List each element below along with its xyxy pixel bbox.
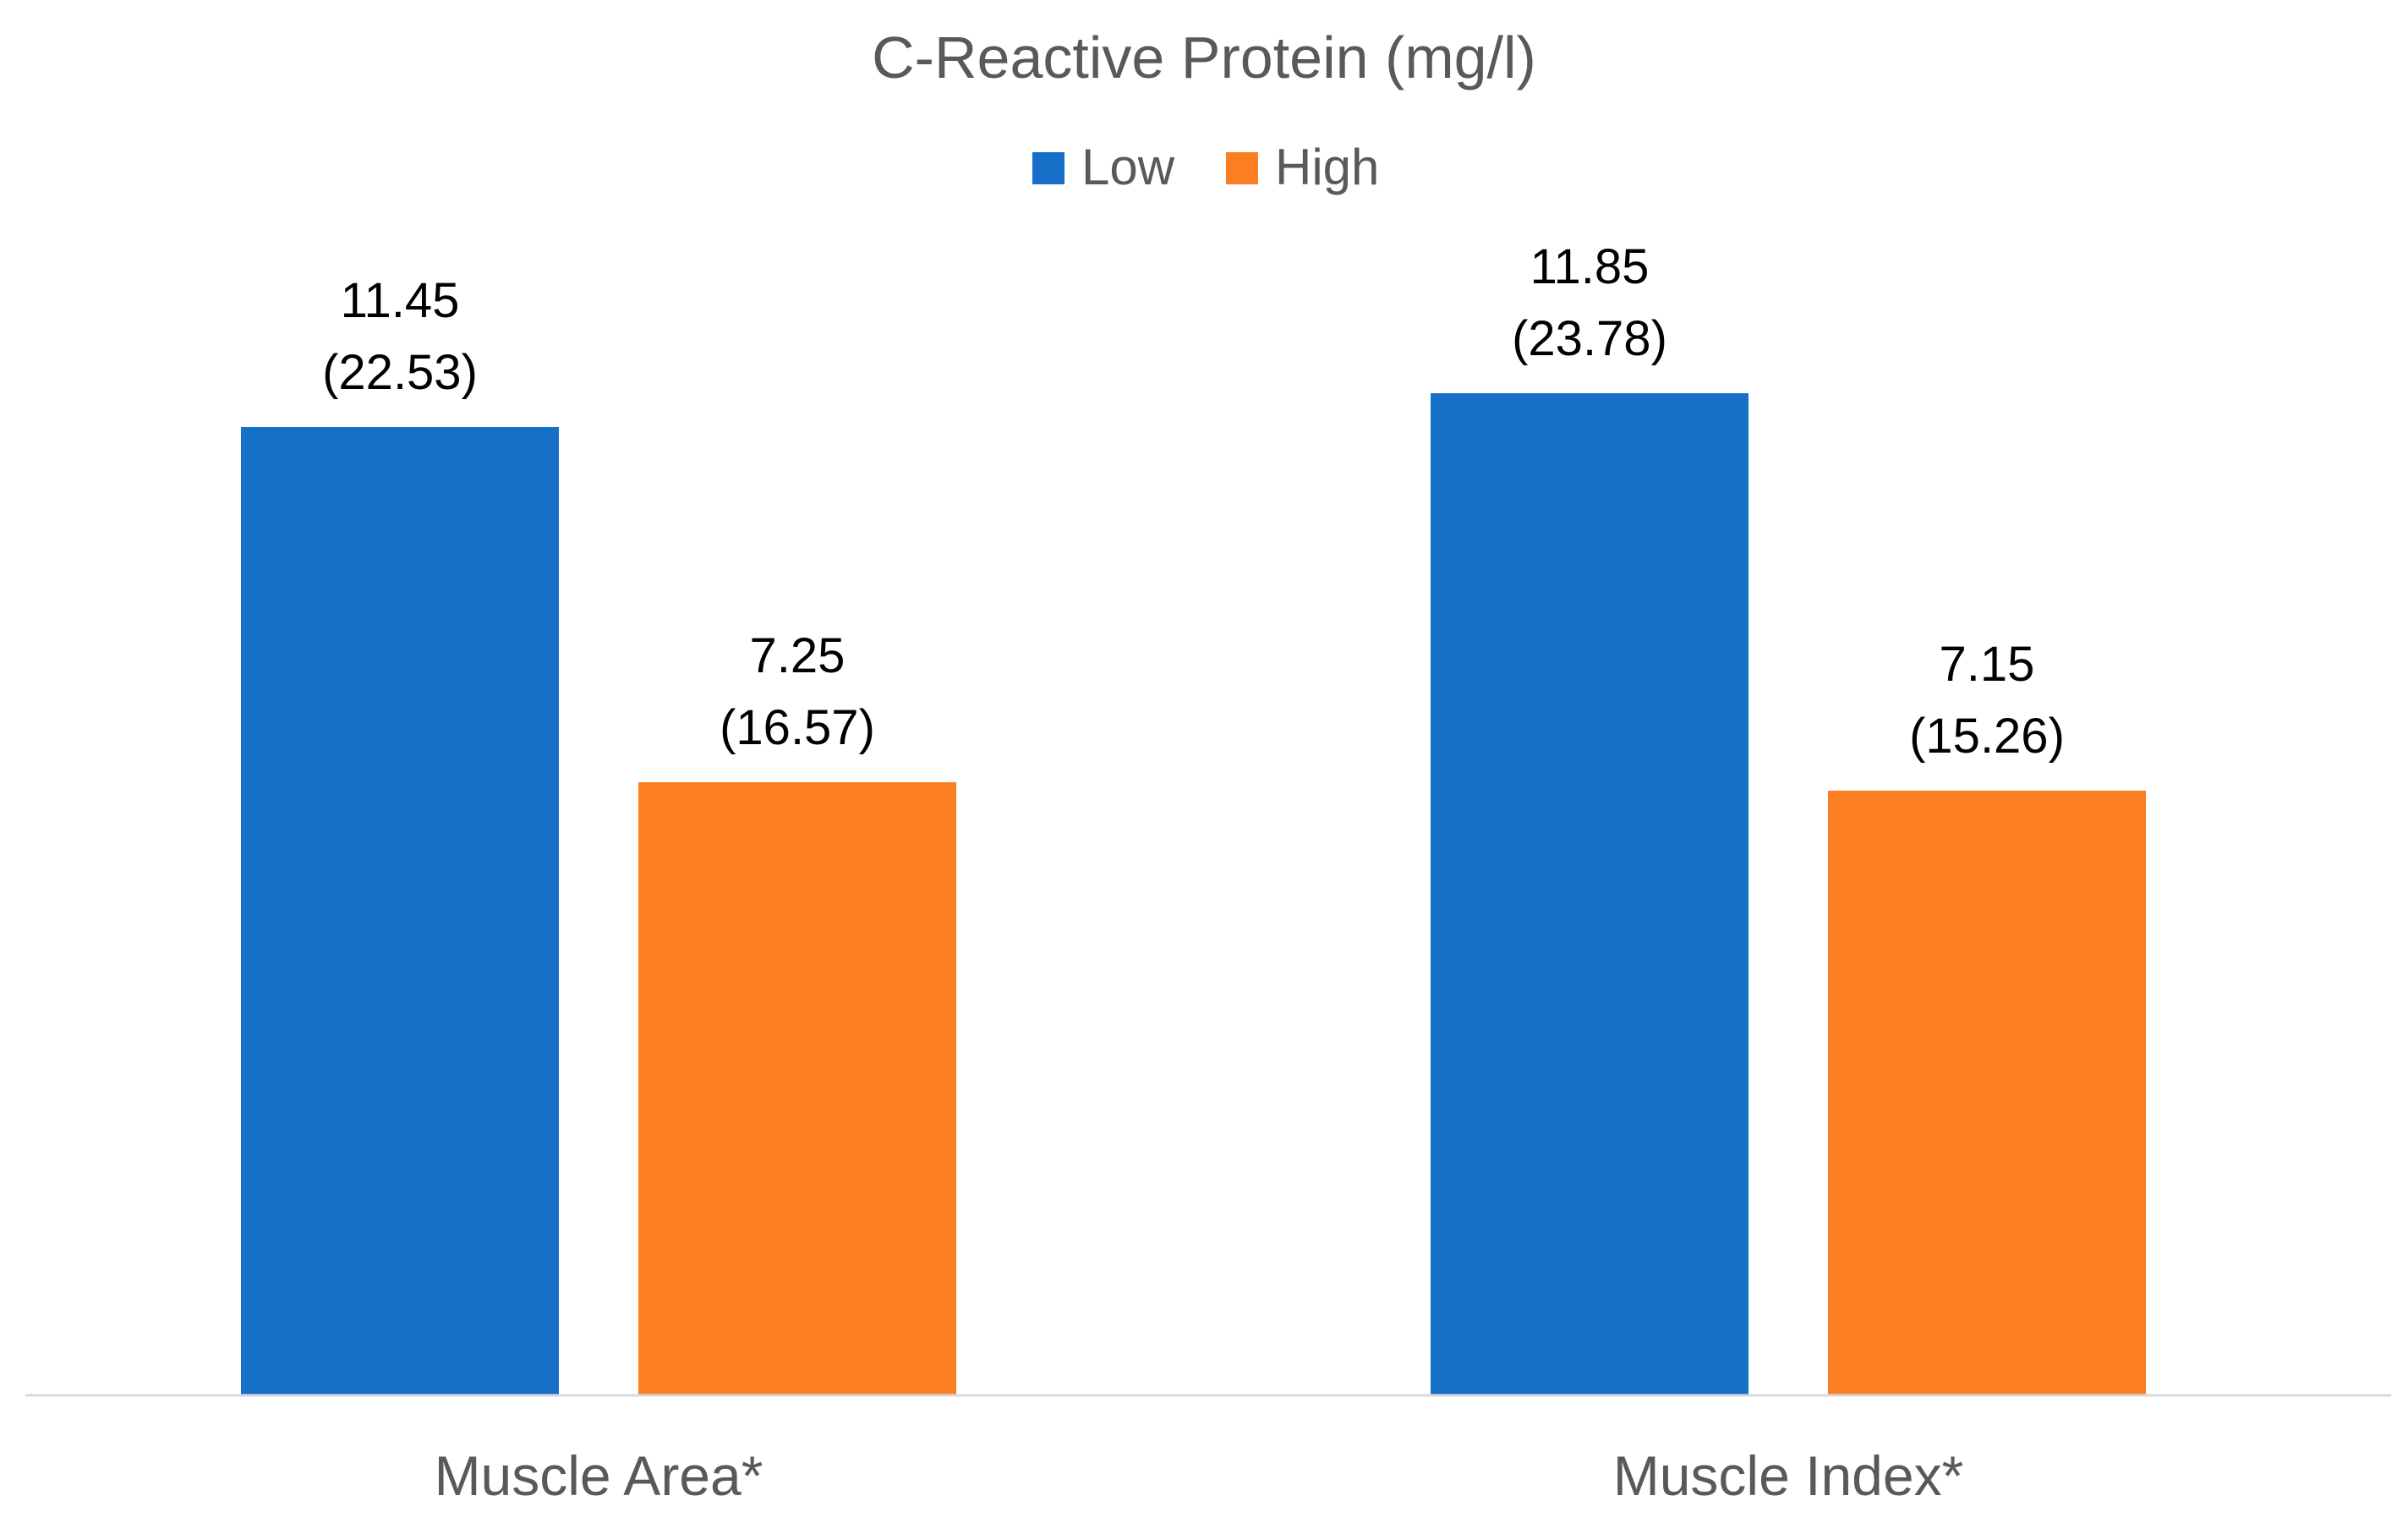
- data-sublabel-low-1: (22.53): [322, 345, 478, 400]
- chart-title: C-Reactive Protein (mg/l): [872, 25, 1536, 90]
- data-sublabel-low-2: (23.78): [1512, 311, 1667, 366]
- legend-swatch-high: [1226, 152, 1258, 184]
- legend-label-low: Low: [1081, 139, 1175, 195]
- bars-group: [241, 393, 2146, 1395]
- data-label-low-2: 11.85: [1530, 239, 1650, 294]
- data-labels-group: 11.45 (22.53) 7.25 (16.57) 11.85 (23.78) 7.15 (…: [322, 239, 2065, 764]
- legend-swatch-low: [1032, 152, 1064, 184]
- data-label-low-1: 11.45: [341, 273, 460, 328]
- bar-high-1: [638, 782, 956, 1395]
- category-labels-group: Muscle Area* Muscle Index*: [435, 1444, 1964, 1507]
- data-label-high-2: 7.15: [1940, 637, 2035, 692]
- bar-high-2: [1828, 791, 2146, 1395]
- bar-low-1: [241, 427, 559, 1395]
- category-label-1: Muscle Area*: [435, 1444, 763, 1507]
- category-label-2: Muscle Index*: [1613, 1444, 1964, 1507]
- data-label-high-1: 7.25: [750, 628, 846, 683]
- data-sublabel-high-2: (15.26): [1909, 709, 2065, 764]
- data-sublabel-high-1: (16.57): [720, 700, 875, 755]
- bar-low-2: [1431, 393, 1749, 1395]
- legend: Low High: [1032, 139, 1379, 195]
- legend-label-high: High: [1275, 139, 1379, 195]
